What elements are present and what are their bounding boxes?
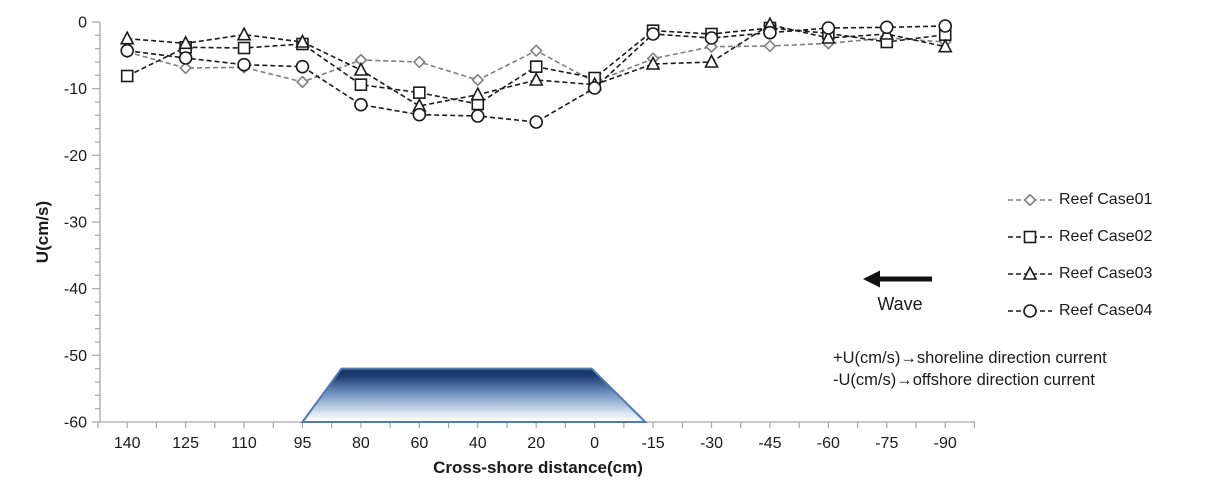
legend-marker-triangle-icon [1008, 265, 1052, 280]
marker-diamond [471, 73, 485, 87]
marker-square [529, 60, 543, 73]
marker-triangle [236, 26, 252, 41]
marker-circle [938, 19, 953, 33]
x-tick-label: -15 [642, 435, 665, 452]
marker-circle [704, 31, 719, 45]
marker-diamond [763, 39, 777, 53]
x-tick-label: 80 [352, 435, 370, 452]
legend-label: Reef Case04 [1059, 302, 1153, 319]
marker-square [120, 69, 134, 83]
marker-circle [178, 51, 193, 65]
marker-circle [470, 109, 485, 123]
x-axis-title: Cross-shore distance(cm) [433, 458, 643, 477]
marker-diamond [179, 61, 193, 75]
marker-triangle [353, 61, 369, 76]
legend-item-reef-case03: Reef Case03 [1006, 260, 1202, 288]
marker-square [354, 78, 368, 91]
y-tick-label: -60 [64, 415, 87, 432]
chart-legend: Reef Case01 Reef Case02 Reef Case03 Reef Ca… [1006, 186, 1202, 334]
y-tick-label: -50 [64, 348, 87, 365]
marker-circle [120, 43, 134, 58]
marker-circle [646, 27, 660, 41]
legend-item-reef-case01: Reef Case01 [1006, 186, 1202, 214]
marker-diamond [1023, 193, 1037, 207]
marker-triangle [178, 35, 193, 50]
series-line [127, 23, 946, 107]
x-tick-label: 140 [114, 435, 141, 452]
series-line [127, 25, 946, 123]
marker-diamond [529, 44, 543, 58]
x-tick-label: 95 [294, 435, 312, 452]
marker-circle [1023, 304, 1037, 318]
y-axis-title: U(cm/s) [33, 200, 52, 264]
series-reef-case04 [120, 19, 953, 129]
x-tick-label: 60 [410, 435, 428, 452]
marker-circle [587, 81, 602, 95]
x-tick-label: -30 [700, 435, 723, 452]
marker-circle [821, 21, 836, 35]
marker-circle [237, 57, 251, 72]
x-tick-label: 110 [231, 435, 257, 452]
x-tick-label: -60 [817, 435, 840, 452]
marker-circle [412, 107, 427, 122]
y-tick-label: -10 [64, 81, 87, 98]
marker-triangle [937, 38, 953, 53]
y-tick-label: -40 [64, 281, 87, 298]
marker-diamond [296, 75, 309, 89]
x-tick-label: -90 [934, 435, 957, 452]
x-tick-label: 40 [469, 435, 487, 452]
marker-triangle [119, 30, 135, 45]
direction-note: +U(cm/s)→shoreline direction current -U(… [833, 347, 1205, 391]
x-tick-label: -45 [758, 435, 781, 452]
direction-note-line2: -U(cm/s)→offshore direction current [833, 371, 1095, 389]
marker-diamond [705, 40, 718, 54]
y-tick-label: 0 [78, 15, 87, 32]
marker-circle [879, 20, 894, 35]
y-tick-label: -20 [64, 148, 87, 165]
marker-triangle [645, 55, 661, 70]
marker-circle [354, 97, 368, 112]
legend-label: Reef Case01 [1059, 191, 1153, 208]
direction-note-line1: +U(cm/s)→shoreline direction current [833, 349, 1107, 367]
x-tick-label: 20 [527, 435, 545, 452]
marker-square [1023, 230, 1037, 244]
marker-triangle [1022, 265, 1038, 280]
y-axis-ticks: 0 -10 -20 -30 -40 -50 -60 [64, 15, 100, 432]
x-tick-label: -75 [875, 435, 898, 452]
wave-arrow-icon [863, 270, 932, 288]
y-tick-label: -30 [64, 215, 87, 232]
marker-diamond [412, 55, 426, 69]
marker-circle [295, 59, 310, 74]
marker-triangle [704, 53, 719, 68]
marker-circle [529, 115, 544, 129]
marker-triangle [821, 29, 836, 44]
marker-triangle [528, 71, 544, 86]
marker-square [413, 86, 426, 99]
legend-marker-diamond-icon [1008, 193, 1052, 207]
reef-trapezoid [300, 367, 648, 424]
legend-marker-square-icon [1008, 230, 1052, 244]
wave-label: Wave [877, 294, 923, 314]
marker-triangle [470, 86, 486, 101]
legend-label: Reef Case03 [1059, 265, 1153, 282]
x-axis-ticks: 140 125 110 95 80 60 40 20 0 -15 -30 -45 -60 -75 -90 [97, 422, 976, 452]
legend-item-reef-case04: Reef Case04 [1006, 297, 1202, 325]
x-tick-label: 125 [172, 435, 199, 452]
legend-label: Reef Case02 [1059, 228, 1153, 245]
marker-triangle [295, 33, 310, 48]
marker-square [237, 41, 251, 55]
legend-marker-circle-icon [1008, 304, 1052, 318]
marker-circle [763, 25, 777, 40]
x-tick-label: 0 [590, 435, 599, 452]
wave-annotation: Wave [860, 268, 940, 315]
legend-item-reef-case02: Reef Case02 [1006, 223, 1202, 251]
